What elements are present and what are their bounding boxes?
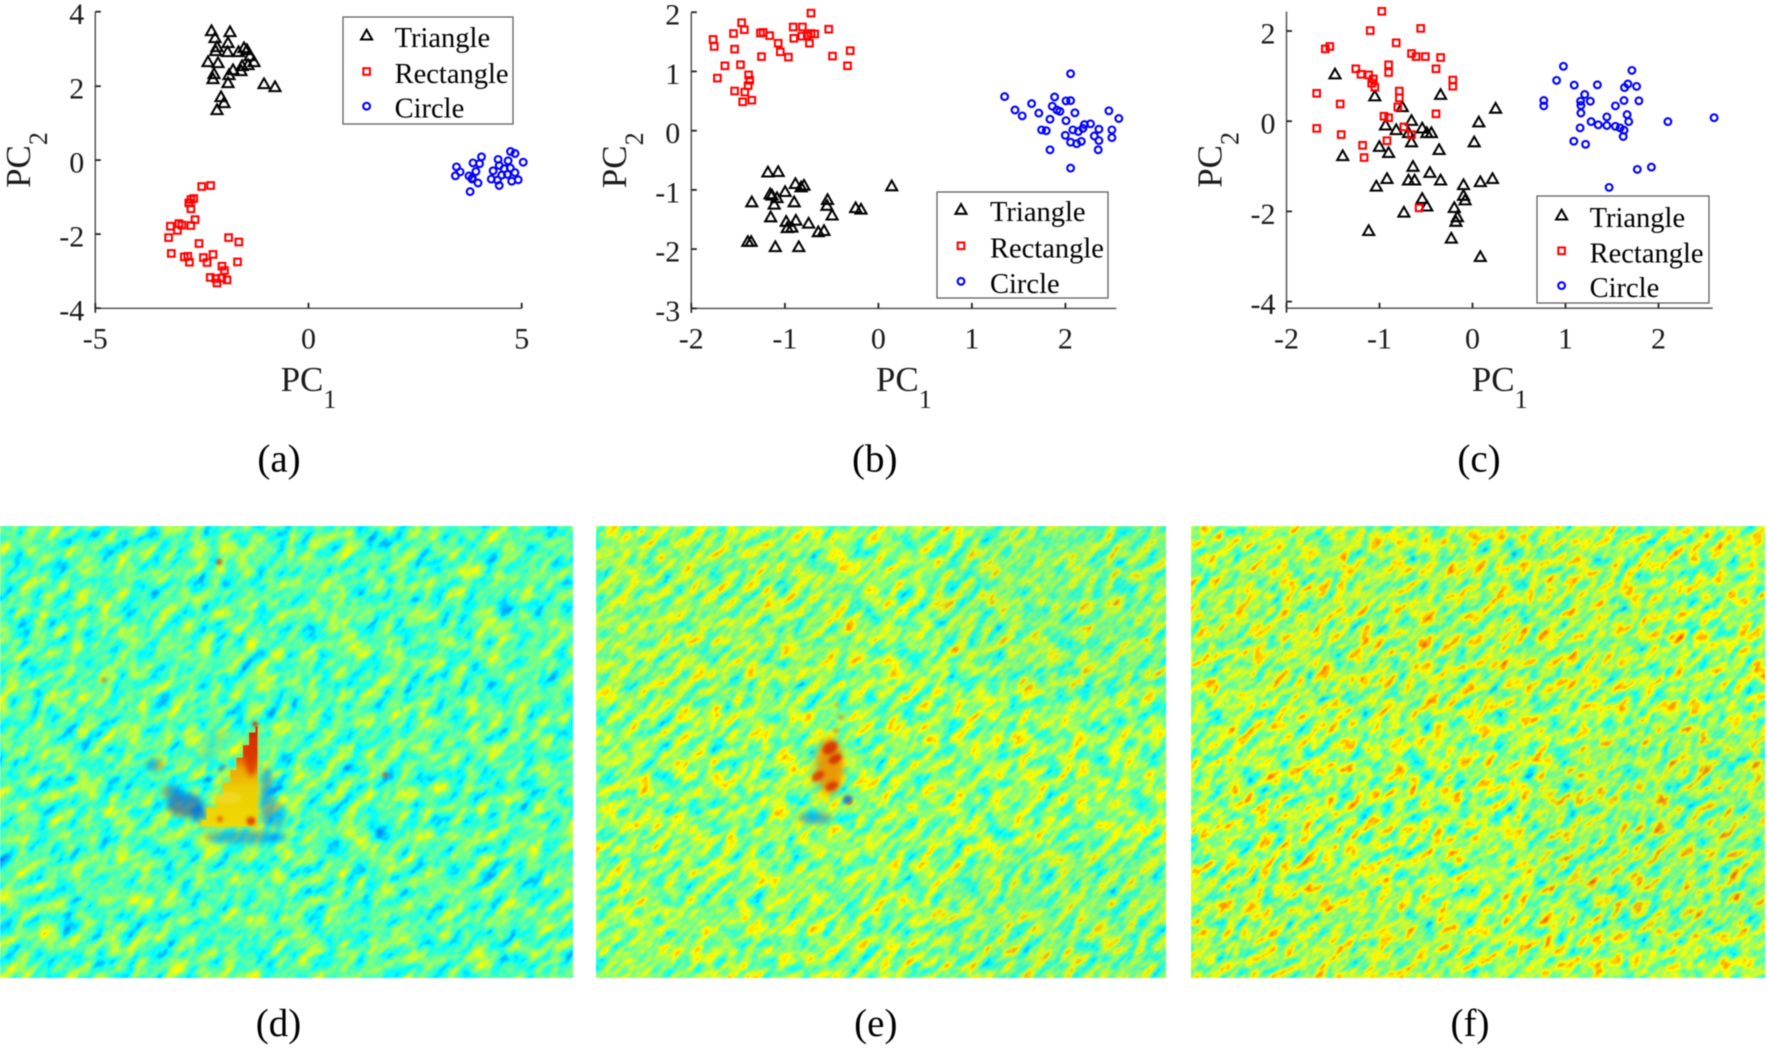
svg-text:2: 2 (1058, 323, 1073, 356)
svg-text:-4: -4 (1251, 288, 1276, 321)
svg-text:-5: -5 (83, 323, 108, 356)
svg-text:Rectangle: Rectangle (990, 233, 1104, 264)
svg-text:(f): (f) (1451, 1002, 1490, 1045)
svg-text:-1: -1 (1367, 323, 1392, 356)
svg-text:(d): (d) (256, 1002, 301, 1045)
svg-text:-3: -3 (655, 295, 680, 328)
svg-text:-1: -1 (655, 176, 680, 209)
svg-text:2: 2 (1651, 323, 1666, 356)
svg-text:4: 4 (69, 0, 84, 31)
svg-text:-1: -1 (772, 323, 797, 356)
svg-text:Rectangle: Rectangle (1590, 238, 1704, 269)
svg-text:1: 1 (1558, 323, 1573, 356)
svg-text:-2: -2 (1251, 198, 1276, 231)
svg-text:(b): (b) (852, 438, 897, 481)
svg-text:0: 0 (301, 323, 316, 356)
svg-text:Circle: Circle (990, 269, 1060, 300)
svg-text:Triangle: Triangle (395, 23, 491, 54)
svg-text:-2: -2 (59, 221, 84, 254)
svg-text:(c): (c) (1457, 438, 1500, 481)
svg-text:-2: -2 (1274, 323, 1299, 356)
svg-text:Rectangle: Rectangle (395, 59, 509, 90)
svg-text:0: 0 (1465, 323, 1480, 356)
svg-text:-4: -4 (59, 295, 84, 328)
svg-text:2: 2 (665, 0, 680, 32)
svg-text:2: 2 (1261, 18, 1276, 51)
svg-text:0: 0 (1261, 108, 1276, 141)
svg-text:1: 1 (964, 323, 979, 356)
svg-text:Triangle: Triangle (990, 197, 1086, 228)
svg-text:2: 2 (69, 73, 84, 106)
svg-text:Circle: Circle (395, 94, 465, 125)
svg-text:0: 0 (69, 147, 84, 180)
svg-text:0: 0 (871, 323, 886, 356)
svg-text:Triangle: Triangle (1590, 203, 1686, 234)
svg-text:0: 0 (665, 117, 680, 150)
svg-text:-2: -2 (655, 236, 680, 269)
svg-text:(e): (e) (854, 1002, 897, 1045)
svg-text:5: 5 (514, 323, 529, 356)
svg-text:1: 1 (665, 58, 680, 91)
svg-text:(a): (a) (257, 438, 300, 481)
svg-text:Circle: Circle (1590, 273, 1660, 304)
svg-text:-2: -2 (679, 323, 704, 356)
